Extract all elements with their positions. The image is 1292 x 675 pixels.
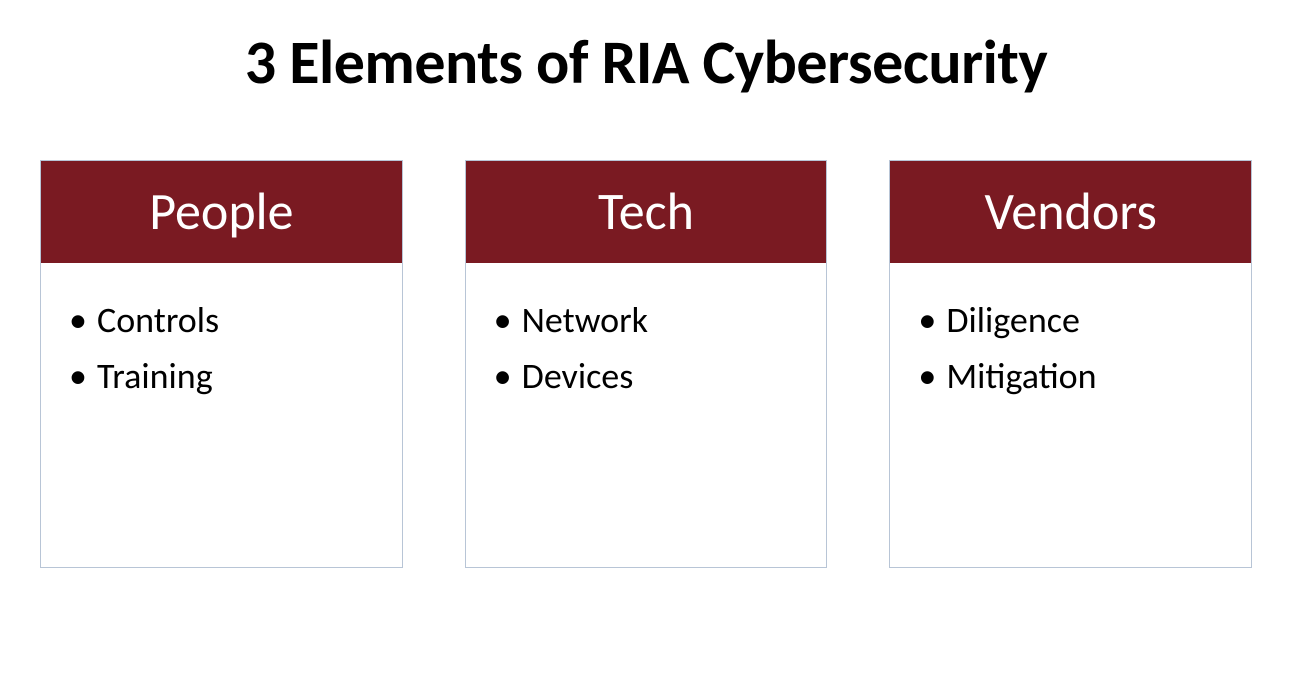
card-list: Diligence Mitigation (918, 293, 1223, 405)
card-body: Controls Training (41, 263, 402, 567)
cards-row: People Controls Training Tech Network De… (0, 160, 1292, 568)
list-item: Controls (69, 293, 374, 349)
card-tech: Tech Network Devices (465, 160, 828, 568)
card-body: Diligence Mitigation (890, 263, 1251, 567)
card-header: Vendors (890, 161, 1251, 263)
card-list: Network Devices (494, 293, 799, 405)
card-body: Network Devices (466, 263, 827, 567)
list-item: Devices (494, 349, 799, 405)
list-item: Training (69, 349, 374, 405)
list-item: Diligence (918, 293, 1223, 349)
card-header: Tech (466, 161, 827, 263)
card-people: People Controls Training (40, 160, 403, 568)
list-item: Network (494, 293, 799, 349)
card-list: Controls Training (69, 293, 374, 405)
card-vendors: Vendors Diligence Mitigation (889, 160, 1252, 568)
list-item: Mitigation (918, 349, 1223, 405)
page-title: 3 Elements of RIA Cybersecurity (0, 0, 1292, 160)
card-header: People (41, 161, 402, 263)
